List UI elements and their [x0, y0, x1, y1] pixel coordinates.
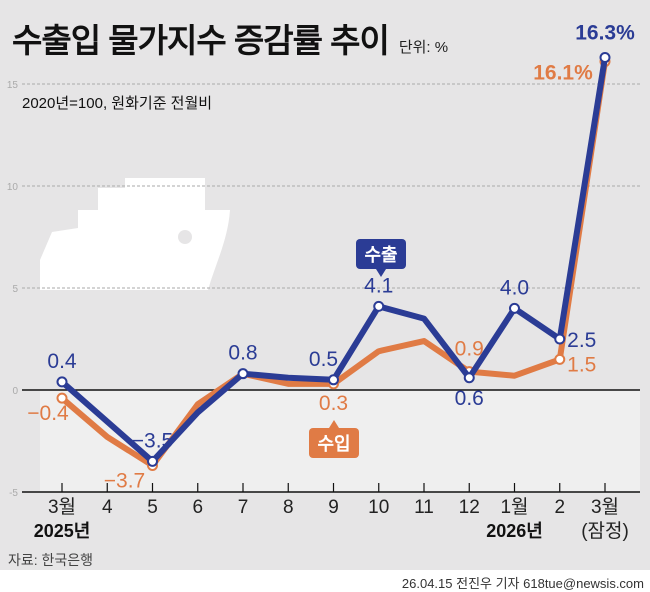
x-tick-label: 9	[328, 497, 339, 518]
export-data-label: 0.8	[228, 342, 257, 365]
legend-import: 수입	[309, 420, 359, 458]
credit-line: 26.04.15 전진우 기자 618tue@newsis.com	[401, 576, 644, 591]
legend-export-text: 수출	[364, 245, 397, 265]
import-data-label: −0.4	[27, 402, 69, 425]
export-marker	[509, 302, 520, 314]
export-data-label: 0.4	[47, 350, 77, 373]
export-data-label: 16.3%	[575, 21, 635, 44]
export-data-label: 2.5	[567, 329, 596, 352]
legend-import-pointer	[329, 420, 339, 428]
export-marker	[373, 300, 385, 312]
export-data-label: 0.5	[309, 348, 338, 371]
import-data-label: 0.3	[319, 392, 348, 415]
export-marker	[56, 376, 68, 388]
import-marker	[554, 353, 566, 365]
unit-label: 단위: %	[398, 39, 449, 56]
x-tick-sublabel: (잠정)	[581, 520, 629, 542]
import-data-label: −3.7	[104, 469, 145, 492]
x-tick-label: 4	[102, 497, 113, 518]
x-tick-label: 7	[238, 497, 249, 518]
x-tick-label: 11	[414, 497, 434, 518]
legend-export: 수출	[356, 239, 406, 277]
ship-porthole	[178, 230, 192, 244]
import-data-label: 0.9	[455, 338, 484, 361]
export-data-label: −3.5	[132, 429, 173, 452]
export-data-label: 4.1	[364, 274, 393, 297]
y-tick-label: 0	[12, 386, 18, 397]
x-tick-label: 10	[368, 497, 389, 518]
export-marker	[147, 455, 158, 467]
chart-title: 수출입 물가지수 증감률 추이	[12, 22, 390, 59]
legend-import-text: 수입	[317, 433, 350, 454]
x-tick-label: 5	[147, 497, 158, 518]
ship-hull	[40, 178, 230, 290]
x-tick-label: 6	[192, 497, 203, 518]
x-tick-label: 12	[459, 497, 480, 518]
chart-subtitle: 2020년=100, 원화기준 전월비	[22, 95, 213, 112]
export-marker	[328, 374, 339, 386]
x-tick-sublabel: 2025년	[34, 521, 91, 541]
import-data-label: 16.1%	[533, 62, 593, 85]
y-tick-label: -5	[9, 488, 18, 499]
title-row: 수출입 물가지수 증감률 추이 단위: %	[12, 14, 448, 62]
y-tick-label: 5	[12, 284, 18, 295]
export-marker	[554, 333, 566, 345]
x-tick-label: 1월	[500, 496, 528, 518]
x-tick-label: 2	[554, 497, 565, 518]
x-tick-label: 3월	[591, 496, 619, 518]
legend-import-box	[309, 428, 359, 458]
import-marker	[56, 392, 68, 404]
export-marker	[463, 372, 475, 384]
export-marker	[237, 368, 249, 380]
legend-export-box	[356, 239, 406, 269]
x-tick-sublabel: 2026년	[486, 521, 543, 541]
y-tick-label: 10	[7, 182, 19, 193]
x-tick-label: 3월	[48, 496, 76, 518]
cargo-ship-icon	[40, 178, 230, 290]
x-tick-label: 8	[283, 497, 294, 518]
export-line	[60, 57, 608, 465]
legend-export-pointer	[376, 269, 386, 277]
import-data-label: 1.5	[567, 353, 596, 376]
export-marker	[599, 51, 611, 63]
y-tick-label: 15	[7, 80, 19, 91]
export-data-label: 0.6	[455, 387, 484, 410]
export-data-label: 4.0	[500, 276, 529, 299]
source-note: 자료: 한국은행	[8, 552, 94, 568]
